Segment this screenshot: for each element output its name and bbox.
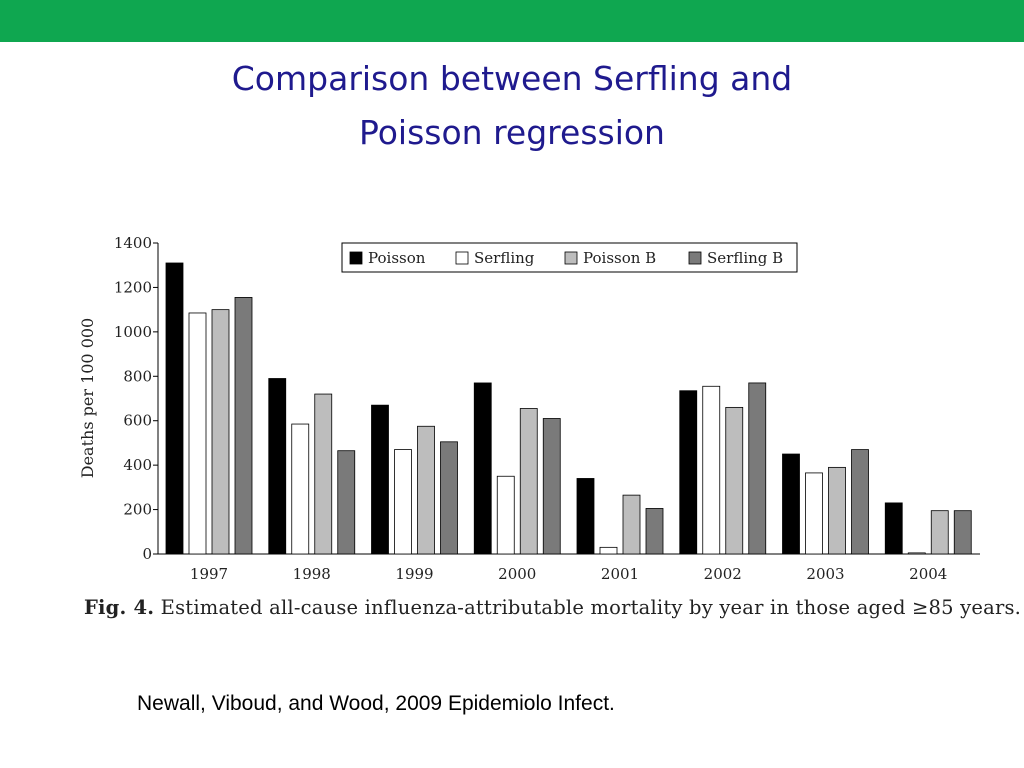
x-tick-label: 2003: [806, 565, 844, 583]
x-tick-label: 2001: [601, 565, 639, 583]
legend-label: Poisson B: [583, 249, 656, 267]
bar-poisson: [576, 478, 595, 555]
bar-poisson: [165, 262, 184, 555]
bar-serfling: [599, 546, 618, 555]
bar-serfling-b: [953, 510, 972, 555]
bar-poisson: [884, 502, 903, 555]
caption-label: Fig. 4.: [84, 596, 155, 619]
y-axis-label: Deaths per 100 000: [78, 318, 97, 478]
bar-poisson: [268, 378, 287, 555]
bar-serfling-b: [748, 382, 767, 555]
slide-title-line1: Comparison between Serfling and: [231, 59, 793, 98]
bar-chart: 0 200 400 600 800 1000 1200 1400 Deaths per 100 …: [78, 234, 980, 583]
legend-label: Poisson: [368, 249, 426, 267]
caption-text: Estimated all-cause influenza-attributab…: [160, 596, 1022, 619]
y-tick-label: 1000: [114, 323, 152, 341]
bar-serfling: [805, 472, 823, 555]
y-tick-label: 1200: [114, 278, 152, 296]
bar-serfling: [291, 423, 310, 555]
bar-poisson-b: [725, 406, 744, 555]
bar-poisson: [679, 390, 698, 555]
slide-title: Comparison between Serfling and Poisson …: [112, 52, 912, 160]
bar-poisson-b: [314, 393, 333, 555]
bar-poisson: [782, 453, 800, 555]
figure-caption: Fig. 4. Estimated all-cause influenza-at…: [84, 596, 1021, 619]
top-accent-bar: [0, 0, 1024, 42]
y-tick-label: 0: [142, 545, 152, 563]
y-tick-label: 800: [123, 367, 152, 385]
bar-serfling-b: [440, 441, 458, 555]
bar-poisson-b: [519, 408, 538, 555]
bar-serfling: [188, 312, 207, 555]
y-tick-label: 1400: [114, 234, 152, 252]
citation: Newall, Viboud, and Wood, 2009 Epidemiol…: [137, 692, 615, 715]
legend-swatch: [564, 251, 578, 265]
bar-serfling-b: [542, 418, 561, 555]
x-tick-label: 1999: [395, 565, 433, 583]
bar-serfling: [394, 449, 412, 555]
x-tick-label: 2004: [909, 565, 947, 583]
bar-serfling: [496, 475, 515, 555]
y-tick-label: 600: [123, 412, 152, 430]
x-tick-label: 1997: [190, 565, 228, 583]
bar-serfling: [702, 385, 721, 555]
y-tick-label: 400: [123, 456, 152, 474]
bar-serfling-b: [234, 297, 253, 555]
bar-poisson-b: [930, 510, 949, 555]
bar-serfling-b: [645, 508, 664, 555]
x-tick-label: 2002: [704, 565, 742, 583]
bar-poisson: [371, 404, 389, 555]
legend-swatch: [688, 251, 702, 265]
bar-serfling: [907, 552, 926, 555]
bar-poisson-b: [828, 466, 846, 555]
legend-label: Serfling: [474, 249, 535, 267]
y-tick-label: 200: [123, 501, 152, 519]
x-tick-label: 1998: [293, 565, 331, 583]
bar-poisson-b: [622, 494, 641, 555]
slide-title-line2: Poisson regression: [359, 113, 665, 152]
bar-serfling-b: [851, 449, 869, 555]
x-tick-label: 2000: [498, 565, 536, 583]
legend-label: Serfling B: [707, 249, 783, 267]
legend-swatch: [455, 251, 469, 265]
bar-poisson-b: [417, 425, 435, 555]
bar-poisson-b: [211, 309, 230, 555]
bar-serfling-b: [337, 450, 356, 555]
legend-swatch: [349, 251, 363, 265]
bar-poisson: [473, 382, 492, 555]
